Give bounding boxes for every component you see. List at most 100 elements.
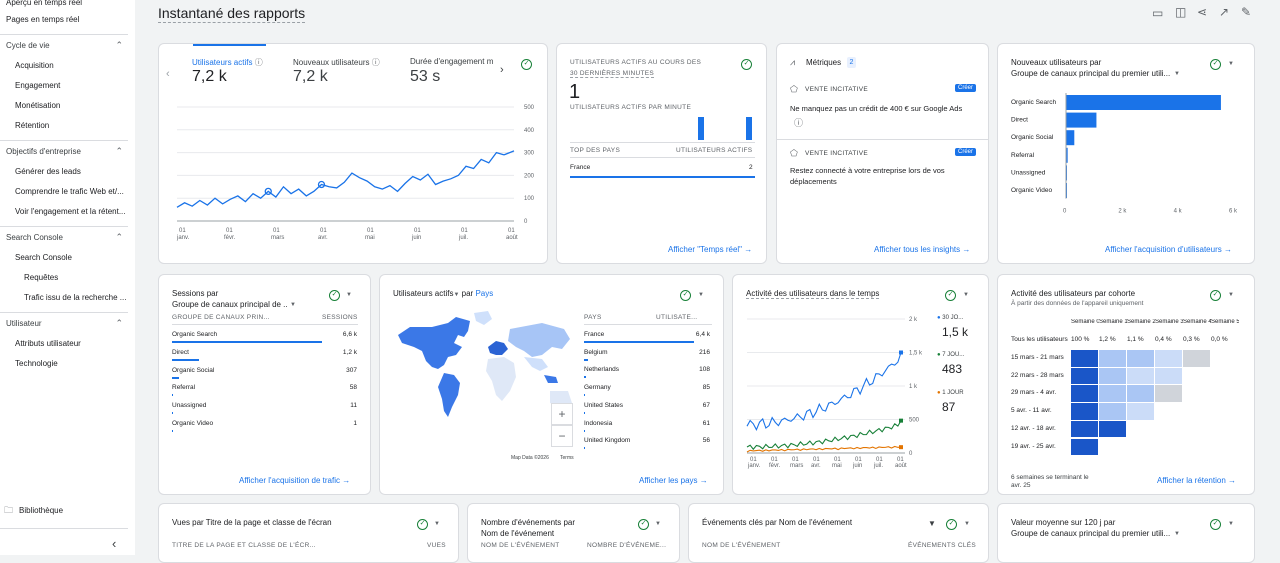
tab-new-users[interactable]: Nouveaux utilisateurs ⓘ — [293, 57, 380, 68]
cohort-cell[interactable] — [1071, 350, 1098, 367]
cohort-cell[interactable] — [1183, 350, 1210, 367]
check-circle-icon[interactable]: ✓ — [680, 290, 691, 301]
caret-down-icon[interactable]: ▼ — [290, 302, 296, 308]
compare-icon[interactable]: ◫ — [1175, 5, 1187, 19]
help-icon[interactable]: ⓘ — [794, 118, 804, 128]
north-america-region[interactable] — [398, 317, 470, 369]
view-traffic-acquisition-link[interactable]: Afficher l'acquisition de trafic → — [239, 476, 350, 485]
check-circle-icon[interactable]: ✓ — [945, 290, 956, 301]
check-circle-icon[interactable]: ✓ — [638, 519, 649, 530]
cohort-cell[interactable] — [1127, 385, 1154, 403]
sidebar-item-organic-search-traffic[interactable]: Trafic issu de la recherche ... — [24, 293, 127, 302]
cohort-cell[interactable] — [1071, 385, 1098, 403]
greenland-region[interactable] — [474, 311, 492, 325]
check-circle-icon[interactable]: ✓ — [521, 59, 532, 70]
cohort-cell[interactable] — [1099, 350, 1126, 367]
view-retention-link[interactable]: Afficher la rétention → — [1157, 476, 1236, 485]
sidebar-item-retention[interactable]: Rétention — [15, 121, 50, 130]
share-icon[interactable]: ⋖ — [1197, 5, 1208, 19]
sidebar-item-user-attributes[interactable]: ▶Attributs utilisateur — [15, 336, 145, 352]
caret-down-icon[interactable]: ▼ — [453, 292, 460, 298]
tab-engagement-duration[interactable]: Durée d'engagement m — [410, 57, 494, 66]
sidebar-item-technology[interactable]: ▶Technologie — [15, 356, 145, 372]
sidebar-item-leads[interactable]: ▶Générer des leads — [15, 164, 145, 180]
sidebar-item-engagement[interactable]: ▶Engagement — [15, 78, 145, 94]
dimension-selector[interactable]: Groupe de canaux principal de ... — [172, 300, 288, 309]
europe-region[interactable] — [488, 341, 508, 355]
create-button[interactable]: Créer — [955, 148, 977, 156]
zoom-in-button[interactable]: + — [551, 403, 573, 425]
edit-icon[interactable]: ✎ — [1241, 5, 1252, 19]
help-icon[interactable]: ⓘ — [371, 58, 380, 67]
view-countries-link[interactable]: Afficher les pays → — [639, 476, 708, 485]
sidebar-section-user[interactable]: Utilisateur — [6, 316, 136, 332]
dimension-selector[interactable]: Groupe de canaux principal du premier ut… — [1011, 529, 1171, 538]
caret-down-icon[interactable]: ▼ — [1174, 71, 1180, 77]
collapse-sidebar-icon[interactable]: ‹ — [112, 536, 117, 551]
caret-down-icon[interactable]: ▼ — [963, 292, 969, 298]
asia-south-region[interactable] — [524, 357, 548, 371]
insights-icon[interactable]: ↗ — [1219, 5, 1230, 19]
view-user-acquisition-link[interactable]: Afficher l'acquisition d'utilisateurs → — [1105, 245, 1232, 254]
indonesia-region[interactable] — [544, 375, 558, 383]
cohort-cell[interactable] — [1071, 403, 1098, 420]
chevron-up-icon[interactable]: ⌃ — [115, 318, 123, 328]
create-button[interactable]: Créer — [955, 84, 977, 92]
view-insights-link[interactable]: Afficher tous les insights → — [874, 245, 970, 254]
caret-down-icon[interactable]: ▼ — [698, 292, 704, 298]
cohort-cell[interactable] — [1155, 367, 1182, 385]
sidebar-section-search-console[interactable]: Search Console — [6, 230, 136, 246]
cohort-cell[interactable] — [1071, 420, 1098, 438]
sidebar-item-acquisition[interactable]: ▶Acquisition — [15, 58, 145, 74]
caret-down-icon[interactable]: ▼ — [1174, 531, 1180, 537]
map-terms-link[interactable]: Terms — [560, 455, 574, 461]
dimension-selector[interactable]: Groupe de canaux principal du premier ut… — [1011, 69, 1171, 78]
caret-down-icon[interactable]: ▼ — [655, 521, 661, 527]
check-circle-icon[interactable]: ✓ — [1210, 59, 1221, 70]
dimension-selector[interactable]: Pays — [475, 289, 494, 298]
sidebar-section-lifecycle[interactable]: Cycle de vie — [6, 38, 136, 54]
sidebar-item-web-traffic[interactable]: ▶Comprendre le trafic Web et/... — [15, 184, 145, 200]
cohort-cell[interactable] — [1099, 385, 1126, 403]
cohort-cell[interactable] — [1127, 367, 1154, 385]
page-title[interactable]: Instantané des rapports — [158, 5, 306, 23]
caret-down-icon[interactable]: ▼ — [964, 521, 970, 527]
cohort-cell[interactable] — [1071, 367, 1098, 385]
check-circle-icon[interactable]: ✓ — [417, 519, 428, 530]
chevron-up-icon[interactable]: ⌃ — [115, 232, 123, 242]
comment-icon[interactable]: ▭ — [1152, 6, 1164, 20]
sidebar-section-business-goals[interactable]: Objectifs d'entreprise — [6, 144, 136, 160]
cohort-cell[interactable] — [1127, 403, 1154, 420]
caret-down-icon[interactable]: ▼ — [434, 521, 440, 527]
caret-down-icon[interactable]: ▼ — [1228, 61, 1234, 67]
zoom-out-button[interactable]: − — [551, 425, 573, 447]
asia-region[interactable] — [508, 323, 570, 357]
chevron-up-icon[interactable]: ⌃ — [115, 146, 123, 156]
filter-icon[interactable]: ▼ — [928, 519, 936, 528]
check-circle-icon[interactable]: ✓ — [329, 290, 340, 301]
cohort-cell[interactable] — [1127, 350, 1154, 367]
caret-down-icon[interactable]: ▼ — [346, 292, 352, 298]
tab-active-users[interactable]: Utilisateurs actifs ⓘ — [192, 57, 263, 68]
south-america-region[interactable] — [438, 373, 460, 417]
check-circle-icon[interactable]: ✓ — [1210, 290, 1221, 301]
cohort-cell[interactable] — [1155, 350, 1182, 367]
sidebar-item-search-console[interactable]: ▼Search Console — [15, 250, 145, 266]
cohort-cell[interactable] — [1155, 385, 1182, 403]
cohort-cell[interactable] — [1099, 367, 1126, 385]
sidebar-item-queries[interactable]: Requêtes — [24, 273, 59, 282]
help-icon[interactable]: ⓘ — [254, 58, 263, 67]
sidebar-item-realtime-pages[interactable]: Pages en temps réel — [6, 15, 80, 24]
check-circle-icon[interactable]: ✓ — [741, 59, 752, 70]
chevron-right-icon[interactable]: › — [500, 64, 504, 76]
sidebar-item-monetisation[interactable]: ▶Monétisation — [15, 98, 145, 114]
chevron-up-icon[interactable]: ⌃ — [115, 40, 123, 50]
cohort-cell[interactable] — [1099, 420, 1126, 438]
caret-down-icon[interactable]: ▼ — [1228, 521, 1234, 527]
sidebar-item-realtime-overview[interactable]: Aperçu en temps réel — [6, 0, 83, 7]
caret-down-icon[interactable]: ▼ — [1228, 292, 1234, 298]
cohort-cell[interactable] — [1099, 403, 1126, 420]
view-realtime-link[interactable]: Afficher "Temps réel" → — [668, 245, 752, 254]
cohort-cell[interactable] — [1071, 438, 1098, 456]
check-circle-icon[interactable]: ✓ — [1210, 519, 1221, 530]
